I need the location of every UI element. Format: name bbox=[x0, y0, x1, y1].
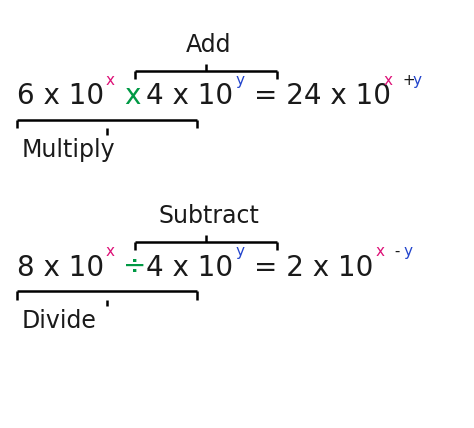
Text: -: - bbox=[390, 244, 405, 259]
Text: x: x bbox=[106, 72, 115, 88]
Text: Divide: Divide bbox=[21, 309, 96, 333]
Text: x: x bbox=[106, 244, 115, 259]
Text: x: x bbox=[384, 72, 393, 88]
Text: 4 x 10: 4 x 10 bbox=[146, 82, 233, 110]
Text: y: y bbox=[403, 244, 412, 259]
Text: y: y bbox=[236, 244, 245, 259]
Text: = 24 x 10: = 24 x 10 bbox=[254, 82, 391, 110]
Text: = 2 x 10: = 2 x 10 bbox=[254, 253, 373, 282]
Text: Subtract: Subtract bbox=[158, 204, 259, 228]
Text: Add: Add bbox=[186, 33, 231, 57]
Text: x: x bbox=[376, 244, 385, 259]
Text: ÷: ÷ bbox=[123, 253, 146, 282]
Text: 8 x 10: 8 x 10 bbox=[17, 253, 104, 282]
Text: x: x bbox=[125, 82, 141, 110]
Text: 6 x 10: 6 x 10 bbox=[17, 82, 104, 110]
Text: y: y bbox=[412, 72, 421, 88]
Text: y: y bbox=[236, 72, 245, 88]
Text: Multiply: Multiply bbox=[21, 138, 115, 162]
Text: 4 x 10: 4 x 10 bbox=[146, 253, 233, 282]
Text: +: + bbox=[398, 72, 420, 88]
